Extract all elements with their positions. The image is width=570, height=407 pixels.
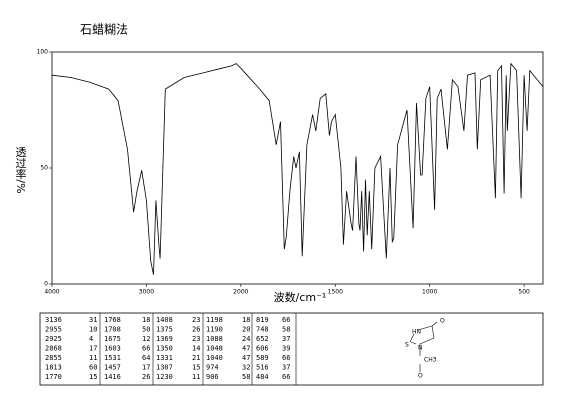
structure-label: CH3 — [424, 357, 437, 364]
table-cell: 26 — [192, 326, 200, 334]
table-cell: 10 — [89, 326, 97, 334]
x-tick-label: 2000 — [233, 289, 248, 296]
table-cell: 1603 — [104, 345, 121, 353]
y-tick-label: 50 — [40, 165, 48, 172]
x-tick-label: 4000 — [44, 289, 59, 296]
table-cell: 1675 — [104, 335, 121, 343]
structure-label: S — [405, 342, 409, 349]
table-cell: 1088 — [206, 335, 223, 343]
table-cell: 1770 — [45, 373, 62, 381]
table-cell: 1408 — [156, 316, 173, 324]
structure-label: O — [418, 373, 423, 380]
table-cell: 32 — [242, 364, 250, 372]
table-cell: 14 — [192, 345, 200, 353]
table-cell: 47 — [242, 354, 250, 362]
x-axis-label: 波数/cm⁻¹ — [274, 291, 327, 304]
table-cell: 1198 — [206, 316, 223, 324]
table-cell: 1230 — [156, 373, 173, 381]
table-cell: 18 — [242, 316, 250, 324]
table-cell: 11 — [89, 354, 97, 362]
table-cell: 20 — [242, 326, 250, 334]
table-cell: 2925 — [45, 335, 62, 343]
x-tick-label: 1500 — [328, 289, 343, 296]
table-cell: 58 — [282, 326, 290, 334]
table-cell: 906 — [206, 373, 219, 381]
table-cell: 1190 — [206, 326, 223, 334]
structure-label: HN — [412, 329, 421, 336]
table-cell: 1048 — [206, 345, 223, 353]
table-cell: 2868 — [45, 345, 62, 353]
table-cell: 3136 — [45, 316, 62, 324]
table-cell: 23 — [192, 335, 200, 343]
structure-bonds — [409, 321, 438, 372]
table-cell: 1350 — [156, 345, 173, 353]
table-cell: 589 — [256, 354, 269, 362]
table-cell: 39 — [282, 345, 290, 353]
table-cell: 18 — [142, 316, 150, 324]
table-cell: 15 — [89, 373, 97, 381]
table-cell: 12 — [142, 335, 150, 343]
table-cell: 50 — [142, 326, 150, 334]
table-cell: 37 — [282, 364, 290, 372]
table-cell: 652 — [256, 335, 269, 343]
table-cell: 17 — [142, 364, 150, 372]
y-tick-label: 100 — [37, 49, 49, 56]
table-cell: 66 — [142, 345, 150, 353]
table-frame — [39, 312, 544, 386]
table-cell: 1331 — [156, 354, 173, 362]
table-cell: 748 — [256, 326, 269, 334]
spectrum-line — [51, 62, 544, 275]
table-cell: 4 — [89, 335, 93, 343]
table-cell: 1307 — [156, 364, 173, 372]
table-cell: 64 — [142, 354, 150, 362]
table-cell: 66 — [282, 373, 290, 381]
table-cell: 1416 — [104, 373, 121, 381]
y-tick-label: 0 — [44, 281, 48, 288]
chart-title: 石蜡糊法 — [80, 22, 128, 37]
table-cell: 58 — [242, 373, 250, 381]
table-cell: 15 — [192, 364, 200, 372]
x-tick-label: 3000 — [139, 289, 154, 296]
table-cell: 1375 — [156, 326, 173, 334]
table-cell: 31 — [89, 316, 97, 324]
table-cell: 1457 — [104, 364, 121, 372]
table-cell: 1813 — [45, 364, 62, 372]
table-cell: 23 — [192, 316, 200, 324]
table-cell: 974 — [206, 364, 219, 372]
plot-frame — [51, 51, 544, 285]
table-cell: 1040 — [206, 354, 223, 362]
table-cell: 47 — [242, 345, 250, 353]
structure-label: N — [418, 345, 423, 352]
table-cell: 1531 — [104, 354, 121, 362]
table-cell: 24 — [242, 335, 250, 343]
table-cell: 60 — [89, 364, 97, 372]
table-cell: 66 — [282, 316, 290, 324]
x-tick-label: 500 — [518, 289, 530, 296]
y-axis-label: 透过率/% — [14, 146, 27, 193]
table-cell: 1369 — [156, 335, 173, 343]
structure-label: O — [440, 318, 445, 325]
table-cell: 26 — [142, 373, 150, 381]
table-cell: 1708 — [104, 326, 121, 334]
table-cell: 516 — [256, 364, 269, 372]
table-cell: 2955 — [45, 326, 62, 334]
table-cell: 17 — [89, 345, 97, 353]
table-cell: 1768 — [104, 316, 121, 324]
table-cell: 66 — [282, 354, 290, 362]
table-cell: 606 — [256, 345, 269, 353]
table-cell: 11 — [192, 373, 200, 381]
table-cell: 2855 — [45, 354, 62, 362]
table-cell: 819 — [256, 316, 269, 324]
table-cell: 37 — [282, 335, 290, 343]
table-cell: 21 — [192, 354, 200, 362]
x-tick-label: 1000 — [422, 289, 437, 296]
table-cell: 484 — [256, 373, 269, 381]
